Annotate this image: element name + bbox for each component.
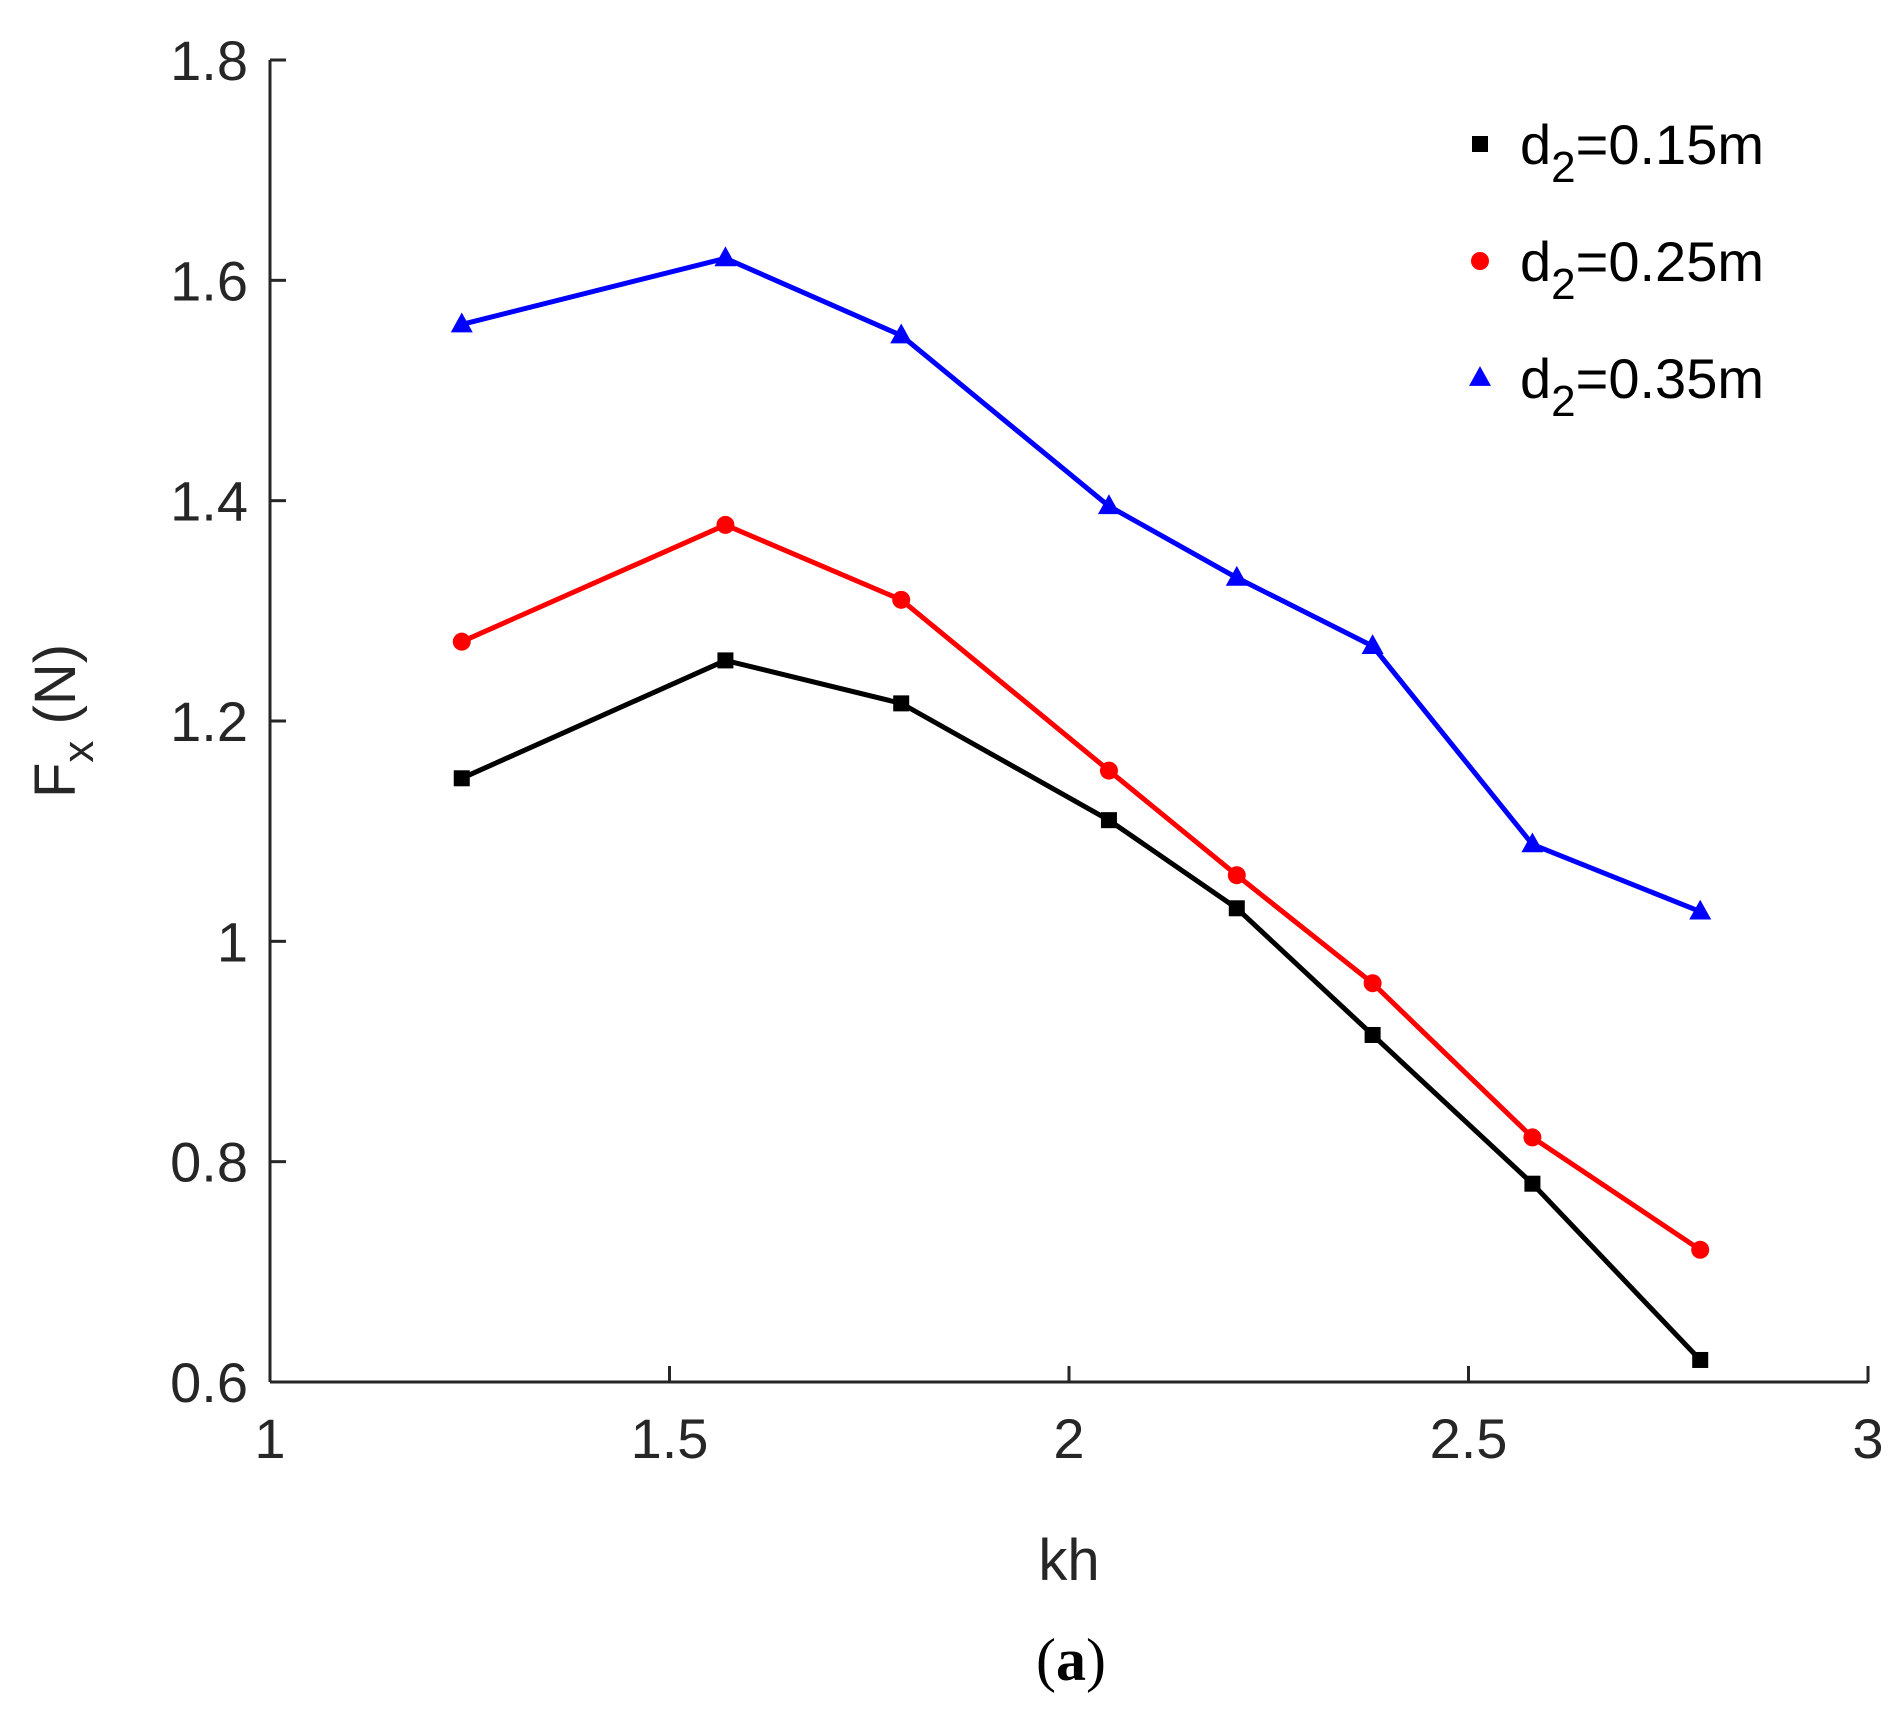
legend-label-sub: 2: [1551, 377, 1575, 426]
series-0: [453, 652, 1709, 1368]
data-point: [1691, 1240, 1710, 1259]
legend-label-main: d: [1520, 113, 1551, 176]
data-point: [453, 770, 470, 787]
legend-label: d2=0.35m: [1520, 347, 1764, 426]
series-line: [460, 657, 1703, 1362]
legend-label-main: d: [1520, 230, 1551, 293]
series-layer: [450, 246, 1712, 1368]
series-line: [460, 522, 1702, 1252]
data-point: [1225, 565, 1248, 586]
legend-label-rest: =0.35m: [1576, 347, 1764, 410]
figure-caption: (a): [1036, 1627, 1106, 1693]
data-point: [892, 590, 911, 609]
y-axis-title-unit: (N): [23, 644, 88, 741]
data-point: [452, 632, 471, 651]
y-tick-label: 0.6: [170, 1351, 248, 1414]
data-point: [714, 246, 737, 267]
legend-item-1: d2=0.25m: [1471, 230, 1764, 309]
data-point: [1692, 1351, 1709, 1368]
legend-marker: [1471, 252, 1489, 270]
data-point: [717, 652, 734, 669]
legend-label-sub: 2: [1551, 143, 1575, 192]
legend-item-0: d2=0.15m: [1472, 113, 1764, 192]
data-point: [1364, 1026, 1381, 1043]
axes: 1 1.5 2 2.5 3 0.6 0.8 1 1.2 1.4 1.6 1.8 kh Fx (N): [23, 29, 1884, 1593]
x-tick-label: 1.5: [631, 1407, 709, 1470]
data-point: [890, 323, 913, 344]
data-point: [1363, 974, 1382, 993]
legend-label-main: d: [1520, 347, 1551, 410]
data-point: [1099, 761, 1118, 780]
data-point: [1361, 634, 1384, 655]
legend-marker: [1472, 136, 1488, 152]
data-point: [1100, 812, 1117, 829]
legend-item-2: d2=0.35m: [1469, 347, 1764, 426]
x-axis-title: kh: [1038, 1528, 1099, 1593]
series-1: [452, 515, 1710, 1259]
data-point: [1689, 899, 1712, 920]
x-tick-label: 1: [254, 1407, 285, 1470]
data-point: [1524, 1175, 1541, 1192]
legend-label-sub: 2: [1551, 260, 1575, 309]
y-tick-label: 1.2: [170, 690, 248, 753]
y-axis-title-sub: x: [54, 741, 103, 763]
data-point: [716, 515, 735, 534]
y-tick-label: 1.4: [170, 470, 248, 533]
y-tick-label: 1.8: [170, 29, 248, 92]
y-tick-label: 1: [217, 910, 248, 973]
y-tick-label: 0.8: [170, 1131, 248, 1194]
x-tick-label: 2.5: [1430, 1407, 1508, 1470]
legend-label: d2=0.25m: [1520, 230, 1764, 309]
x-tick-label: 3: [1852, 1407, 1883, 1470]
y-axis-title: Fx (N): [23, 644, 103, 798]
x-tick-label: 2: [1053, 1407, 1084, 1470]
data-point: [1523, 1128, 1542, 1147]
data-point: [450, 312, 473, 333]
data-point: [1228, 900, 1245, 917]
legend-label-rest: =0.15m: [1576, 113, 1764, 176]
y-axis-title-main: F: [23, 763, 88, 798]
legend-marker: [1469, 366, 1491, 386]
data-point: [1227, 866, 1246, 885]
series-line: [461, 255, 1702, 914]
y-tick-label: 1.6: [170, 249, 248, 312]
data-point: [1521, 832, 1544, 853]
legend-label-rest: =0.25m: [1576, 230, 1764, 293]
series-2: [450, 246, 1712, 920]
legend-label: d2=0.15m: [1520, 113, 1764, 192]
data-point: [893, 695, 910, 712]
data-point: [1097, 494, 1120, 515]
